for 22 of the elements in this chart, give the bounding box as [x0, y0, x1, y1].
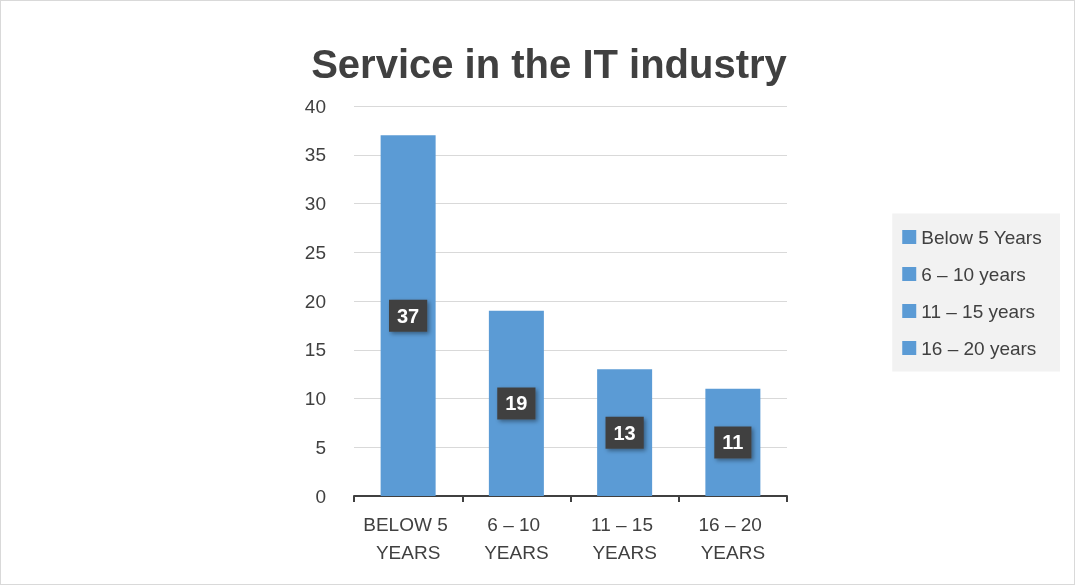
legend-label: 11 – 15 years: [921, 300, 1035, 322]
legend-label: 6 – 10 years: [921, 263, 1026, 285]
data-label: 37: [397, 304, 420, 327]
y-tick-label: 10: [304, 388, 326, 409]
x-tick-label: 11 – 15 YEARS: [590, 513, 659, 563]
y-tick-label: 25: [304, 241, 326, 263]
y-tick-label: 5: [315, 436, 326, 458]
x-tick-label: 16 – 20 YEARS: [698, 513, 768, 563]
y-tick-label: 35: [304, 144, 326, 166]
chart-title: Service in the IT industry: [311, 42, 788, 86]
legend-label: 16 – 20 years: [921, 337, 1037, 359]
data-label: 19: [505, 392, 528, 415]
y-tick-label: 20: [304, 290, 326, 312]
y-tick-label: 40: [304, 95, 326, 117]
y-tick-label: 15: [304, 339, 326, 361]
data-label: 11: [722, 431, 744, 454]
y-tick-label: 30: [304, 193, 326, 214]
x-tick-label: BELOW 5 YEARS: [363, 513, 453, 563]
x-tick-label: 6 – 10 YEARS: [484, 513, 549, 563]
legend-label: Below 5 Years: [921, 226, 1042, 248]
data-label: 13: [613, 421, 636, 444]
y-tick-label: 0: [315, 485, 326, 507]
